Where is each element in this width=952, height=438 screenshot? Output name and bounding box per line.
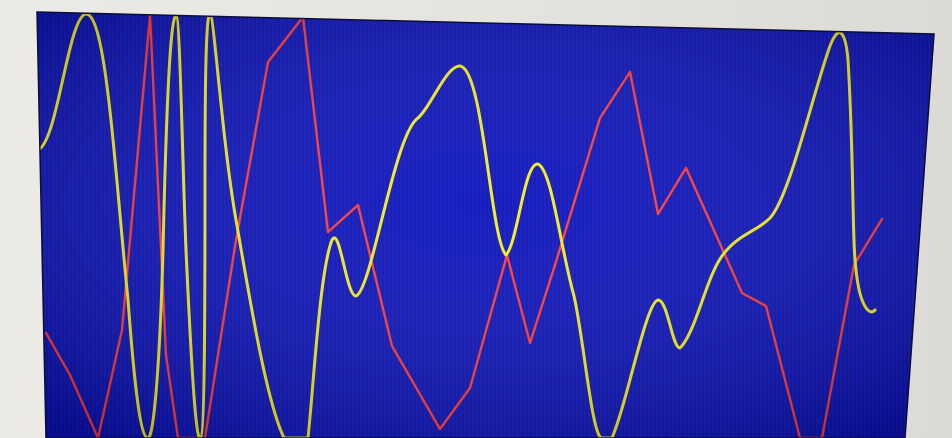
screen-bezel-edge bbox=[36, 11, 935, 438]
screen-glare bbox=[37, 12, 934, 438]
